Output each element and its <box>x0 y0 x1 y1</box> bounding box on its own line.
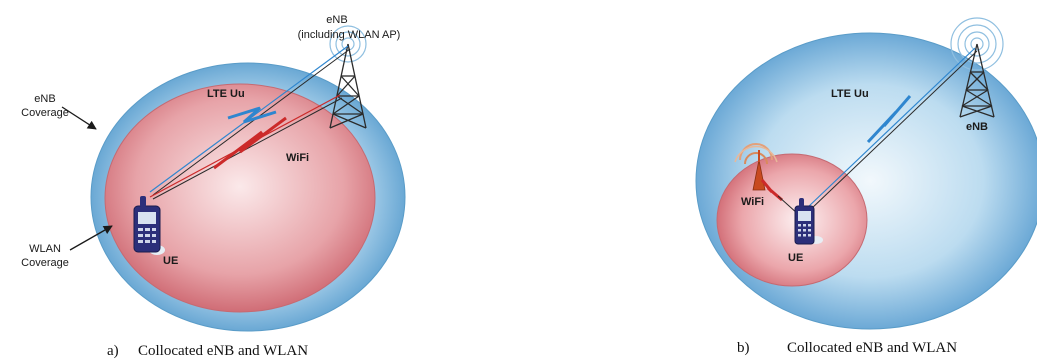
wifi-lightning-icon-b <box>760 179 783 202</box>
wifi-lightning-icon <box>213 116 287 170</box>
enb-label: eNB <box>326 14 347 26</box>
panel-b: LTE Uu eNB WiFi UE b) Collocated eNB and… <box>695 17 1037 356</box>
ue-label: UE <box>163 255 178 267</box>
wlan-coverage-area-b <box>716 153 868 287</box>
wifi-link-line-dark <box>152 97 343 200</box>
wifi-label: WiFi <box>286 152 309 164</box>
enb-sublabel: (including WLAN AP) <box>298 29 401 41</box>
enb-tower-icon <box>329 43 367 129</box>
ue-phone-icon-b <box>794 198 823 245</box>
caption-a-text: Collocated eNB and WLAN <box>138 343 308 359</box>
enb-label-b: eNB <box>966 121 988 133</box>
caption-b-letter: b) <box>737 340 750 356</box>
caption-b-text: Collocated eNB and WLAN <box>787 340 957 356</box>
caption-a-letter: a) <box>107 343 119 359</box>
wifi-ap-icon <box>734 143 778 191</box>
enb-signal-icon <box>329 25 367 63</box>
enb-signal-icon-b <box>950 17 1004 71</box>
enb-coverage-arrow <box>61 106 97 130</box>
panel-a: eNB (including WLAN AP) eNB Coverage WLA… <box>21 14 406 359</box>
lte-lightning-icon-b <box>866 95 912 144</box>
ue-phone-icon <box>133 196 165 255</box>
enb-coverage-label-line2: Coverage <box>21 107 69 119</box>
wifi-label-b: WiFi <box>741 196 764 208</box>
wlan-coverage-area <box>104 83 376 313</box>
ue-label-b: UE <box>788 252 803 264</box>
enb-tower-icon-b <box>959 43 995 118</box>
lte-link-line-dark <box>152 48 351 196</box>
lte-lightning-icon <box>227 106 277 124</box>
wlan-coverage-label-line1: WLAN <box>29 243 61 255</box>
lte-link-line-b-dark <box>809 50 978 211</box>
wlan-coverage-label-line2: Coverage <box>21 257 69 269</box>
lte-uu-label: LTE Uu <box>207 88 245 100</box>
lte-link-line-b <box>806 47 976 209</box>
lte-uu-label-b: LTE Uu <box>831 88 869 100</box>
enb-coverage-label-line1: eNB <box>34 93 55 105</box>
wlan-coverage-arrow <box>69 225 113 251</box>
